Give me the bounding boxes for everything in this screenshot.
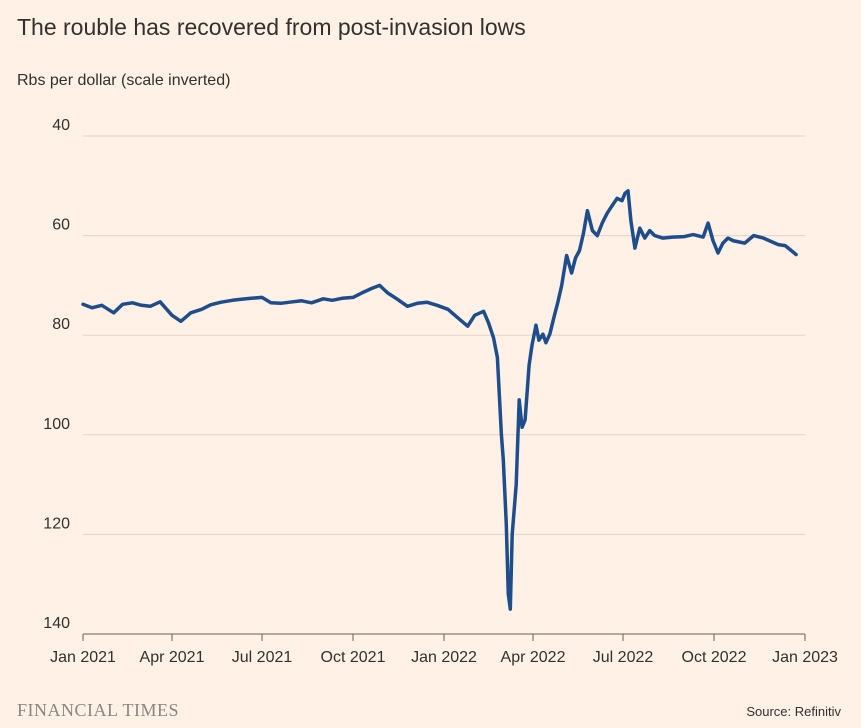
y-axis-ticks: 40 60 80 100 120 140 bbox=[43, 117, 70, 632]
x-tick-label: Apr 2021 bbox=[140, 649, 205, 666]
x-tick-label: Oct 2021 bbox=[321, 649, 386, 666]
series-line bbox=[81, 189, 798, 611]
y-tick-label: 40 bbox=[52, 117, 70, 134]
source-note: Source: Refinitiv bbox=[746, 704, 841, 719]
x-tick-label: Jan 2021 bbox=[50, 649, 116, 666]
x-tick-label: Jul 2021 bbox=[232, 649, 293, 666]
y-tick-label: 100 bbox=[43, 416, 70, 433]
x-axis: Jan 2021 Apr 2021 Jul 2021 Oct 2021 Jan 2022… bbox=[50, 633, 838, 666]
y-tick-label: 60 bbox=[52, 217, 70, 234]
chart-subtitle: Rbs per dollar (scale inverted) bbox=[17, 72, 231, 89]
x-tick-label: Jul 2022 bbox=[593, 649, 654, 666]
x-tick-label: Oct 2022 bbox=[682, 649, 747, 666]
y-tick-label: 120 bbox=[43, 515, 70, 532]
y-tick-label: 140 bbox=[43, 615, 70, 632]
x-tick-label: Jan 2023 bbox=[772, 649, 838, 666]
chart-title: The rouble has recovered from post-invas… bbox=[17, 14, 526, 40]
brand-logo: FINANCIAL TIMES bbox=[17, 700, 180, 720]
x-tick-label: Apr 2022 bbox=[501, 649, 566, 666]
x-tick-label: Jan 2022 bbox=[411, 649, 477, 666]
gridlines bbox=[83, 135, 805, 535]
y-tick-label: 80 bbox=[52, 316, 70, 333]
